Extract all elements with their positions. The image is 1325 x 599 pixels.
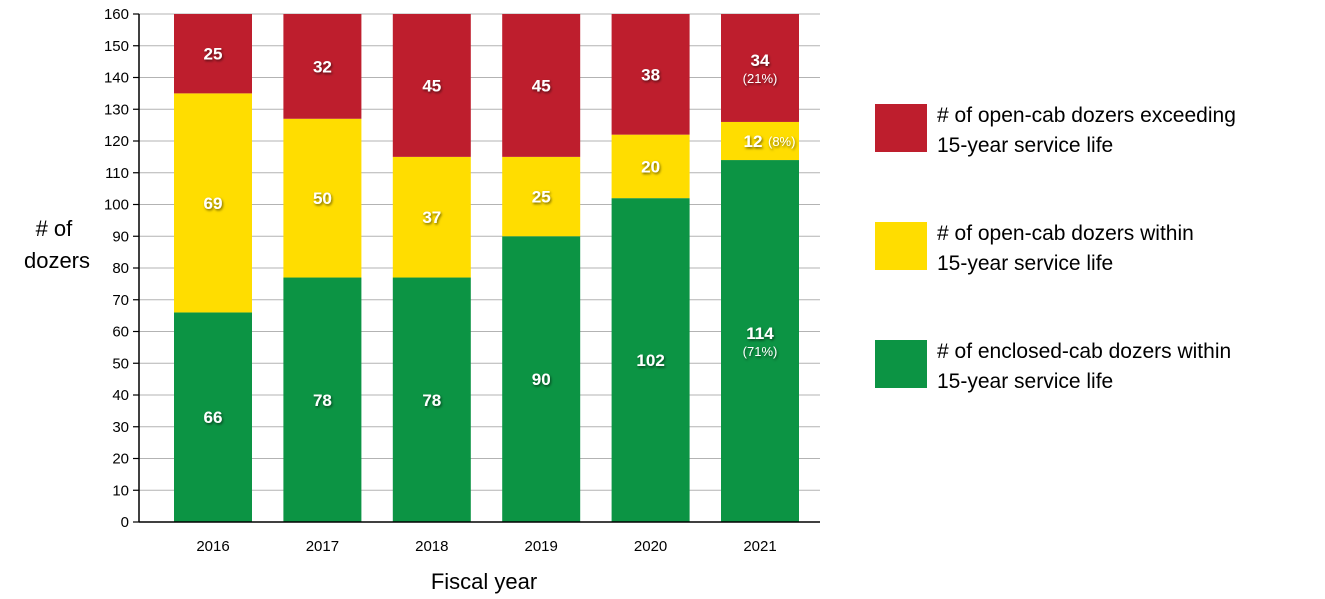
y-tick-label: 40 (112, 387, 129, 404)
axes: 0 10 20 30 40 50 60 70 80 90 100 110 120 130 140 150 160… (104, 6, 820, 555)
bar-segment (283, 277, 362, 522)
bar-value-label: 102 (636, 351, 664, 370)
y-tick-label: 160 (104, 6, 129, 23)
y-tick-label: 60 (112, 324, 129, 341)
y-axis-title: # of dozers (24, 216, 90, 273)
bar-value-label: 20 (641, 157, 660, 176)
bar-value-label: 78 (313, 391, 332, 410)
bar-value-label: 45 (532, 76, 551, 95)
bar-value-label: 45 (422, 76, 441, 95)
y-tick-label: 20 (112, 451, 129, 468)
bar-value-label: 66 (204, 408, 223, 427)
bar-segment (721, 14, 799, 122)
y-tick-label: 120 (104, 133, 129, 150)
bar-value-label: 32 (313, 57, 332, 76)
legend-item-exceeding: # of open-cab dozers exceeding 15-year s… (875, 104, 1317, 161)
legend-label-enclosed-within: # of enclosed-cab dozers within 15-year … (937, 337, 1317, 397)
y-tick-label: 90 (112, 228, 129, 245)
y-tick-label: 30 (112, 419, 129, 436)
bar-segment (721, 121, 799, 161)
bar-labels: 66 69 25 78 50 32 78 37 45 90 25 45 102 20 38 114(71%) 1… (204, 45, 796, 428)
y-tick-label: 70 (112, 292, 129, 309)
x-tick-label: 2017 (306, 538, 339, 555)
bar-percent-label: (21%) (743, 71, 778, 86)
legend-item-open-within: # of open-cab dozers within 15-year serv… (875, 222, 1317, 279)
legend-label-open-within: # of open-cab dozers within 15-year serv… (937, 219, 1317, 279)
x-tick-label: 2016 (196, 538, 229, 555)
bar-segment (611, 14, 690, 135)
bar-value-label: 25 (204, 45, 223, 64)
y-tick-label: 130 (104, 101, 129, 118)
y-tick-label: 110 (105, 165, 129, 182)
legend-label-exceeding-line-1: # of open-cab dozers exceeding (937, 104, 1236, 127)
gridlines (139, 13, 820, 491)
x-axis-title: Fiscal year (431, 569, 537, 594)
bar-segment (283, 118, 362, 278)
bar-segment (174, 14, 252, 94)
x-tick-label: 2020 (634, 538, 667, 555)
bar-segment (611, 134, 690, 199)
bar-segment (174, 312, 252, 522)
legend-label-enclosed-within-line-1: # of enclosed-cab dozers within (937, 340, 1232, 363)
y-tick-label: 50 (112, 355, 129, 372)
legend-label-exceeding-line-2: 15-year service life (937, 134, 1114, 157)
bar-segment (283, 14, 362, 119)
bar-value-label: 78 (422, 391, 441, 410)
y-tick-label: 140 (104, 70, 129, 87)
legend-label-enclosed-within-line-2: 15-year service life (937, 370, 1114, 393)
bar-segment (611, 198, 690, 522)
bar-segment (502, 156, 581, 237)
bar-value-label: 34 (751, 51, 770, 70)
y-tick-label: 100 (104, 197, 129, 214)
bar-segment (392, 277, 471, 522)
bar-percent-label: (8%) (768, 134, 795, 149)
y-tick-label: 80 (112, 260, 129, 277)
bar-value-label: 69 (204, 194, 223, 213)
bar-segment (502, 14, 581, 157)
x-tick-label: 2018 (415, 538, 448, 555)
bar-segment (721, 160, 799, 523)
y-tick-label: 150 (104, 38, 129, 55)
legend-item-enclosed-within: # of enclosed-cab dozers within 15-year … (875, 340, 1317, 397)
bar-value-label: 37 (422, 208, 441, 227)
bar-value-label: 38 (641, 65, 660, 84)
bar-value-label: 90 (532, 370, 551, 389)
legend-swatch-open-within (875, 222, 927, 270)
y-axis-title-line-2: dozers (24, 248, 90, 273)
x-tick-label: 2021 (743, 538, 776, 555)
bar-segment (174, 93, 252, 313)
bar-value-label: 114 (746, 324, 774, 343)
bar-segment (392, 156, 471, 278)
bar-value-label: 12 (744, 132, 763, 151)
legend-swatch-exceeding (875, 104, 927, 152)
bar-segment (392, 14, 471, 157)
y-tick-label: 0 (121, 514, 129, 531)
bar-value-label: 50 (313, 189, 332, 208)
legend-label-open-within-line-2: 15-year service life (937, 252, 1114, 275)
legend-label-exceeding: # of open-cab dozers exceeding 15-year s… (937, 101, 1317, 161)
y-axis-title-line-1: # of (36, 216, 74, 241)
legend-swatch-enclosed-within (875, 340, 927, 388)
bars (174, 14, 799, 523)
bar-segment (502, 236, 581, 522)
legend-label-open-within-line-1: # of open-cab dozers within (937, 222, 1194, 245)
bar-value-label: 25 (532, 188, 551, 207)
y-tick-label: 10 (112, 482, 129, 499)
bar-percent-label: (71%) (743, 344, 778, 359)
x-tick-label: 2019 (525, 538, 558, 555)
